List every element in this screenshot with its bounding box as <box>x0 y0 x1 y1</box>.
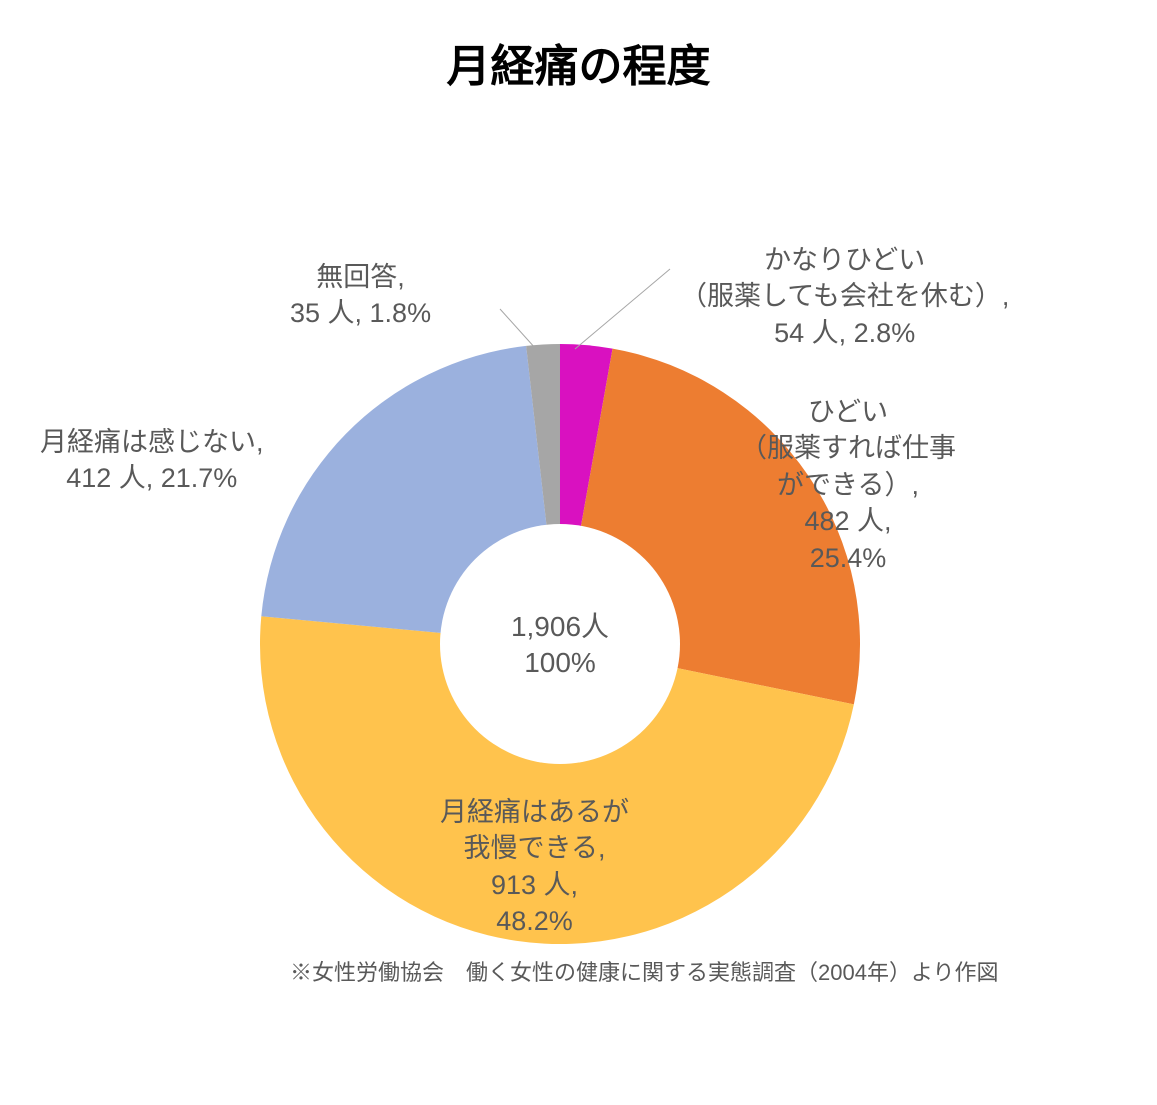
leader-very_severe <box>575 269 670 349</box>
center-total-label: 1,906人 100% <box>490 609 630 682</box>
label-none: 月経痛は感じない,412 人, 21.7% <box>40 424 264 497</box>
chart-title: 月経痛の程度 <box>0 0 1157 94</box>
leader-no_answer <box>500 309 536 349</box>
footnote: ※女性労働協会 働く女性の健康に関する実態調査（2004年）より作図 <box>290 955 999 987</box>
label-very_severe: かなりひどい（服薬しても会社を休む）,54 人, 2.8% <box>680 242 1009 351</box>
label-severe: ひどい（服薬すれば仕事ができる）,482 人,25.4% <box>740 394 956 576</box>
center-total-count: 1,906人 <box>511 611 609 642</box>
center-total-percent: 100% <box>524 647 596 678</box>
label-no_answer: 無回答,35 人, 1.8% <box>290 259 431 332</box>
label-bearable: 月経痛はあるが我慢できる,913 人,48.2% <box>440 794 629 940</box>
